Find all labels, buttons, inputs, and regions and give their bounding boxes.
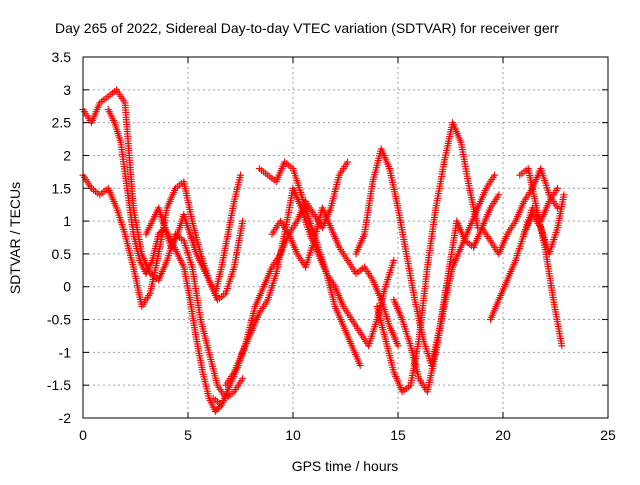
x-axis-label: GPS time / hours xyxy=(292,458,399,474)
data-point xyxy=(211,407,219,415)
y-axis-label: SDTVAR / TECUs xyxy=(7,182,23,294)
data-point xyxy=(560,191,568,199)
series-track-12 xyxy=(478,165,562,258)
y-tick-label: -1 xyxy=(59,344,72,360)
series-track-8 xyxy=(268,204,402,350)
x-tick-label: 20 xyxy=(495,427,511,443)
series-track-4 xyxy=(142,171,244,297)
y-tick-label: 3 xyxy=(63,82,71,98)
x-tick-label: 10 xyxy=(285,427,301,443)
y-tick-label: 1 xyxy=(63,213,71,229)
data-point xyxy=(239,217,247,225)
x-tick-label: 25 xyxy=(600,427,616,443)
y-tick-label: -1.5 xyxy=(47,377,71,393)
chart-title: Day 265 of 2022, Sidereal Day-to-day VTE… xyxy=(55,20,559,36)
x-tick-label: 15 xyxy=(390,427,406,443)
data-point xyxy=(237,171,244,179)
x-tick-label: 5 xyxy=(184,427,192,443)
y-tick-label: -0.5 xyxy=(47,312,71,328)
points-layer xyxy=(79,86,568,415)
y-tick-label: 0.5 xyxy=(52,246,72,262)
data-point xyxy=(156,229,164,237)
data-point xyxy=(390,256,398,264)
data-point xyxy=(491,171,499,179)
data-point xyxy=(495,191,503,199)
data-point xyxy=(214,404,222,412)
y-tick-label: 0 xyxy=(63,279,71,295)
data-point xyxy=(239,375,247,383)
series-track-2 xyxy=(79,171,247,310)
data-point xyxy=(554,184,562,192)
ticks-layer: 0 5 10 15 20 25 -2 -1.5 -1 -0.5 0 0.5 1 1.5 2 2.5 3 3.5 xyxy=(47,49,616,443)
series-track-11 xyxy=(390,171,499,396)
series-track-7 xyxy=(255,158,398,350)
x-tick-label: 0 xyxy=(79,427,87,443)
series-track-15 xyxy=(520,191,568,258)
data-point xyxy=(213,406,221,414)
data-point xyxy=(394,342,402,350)
data-point xyxy=(155,230,163,238)
y-tick-label: -2 xyxy=(59,410,72,426)
y-tick-label: 2.5 xyxy=(52,115,72,131)
y-tick-label: 2 xyxy=(63,147,71,163)
series-track-3 xyxy=(104,106,226,415)
data-point xyxy=(344,158,352,166)
data-point xyxy=(554,204,562,212)
data-point xyxy=(158,227,166,235)
y-tick-label: 1.5 xyxy=(52,180,72,196)
y-tick-label: 3.5 xyxy=(52,49,72,65)
data-point xyxy=(356,361,364,369)
plot-frame xyxy=(82,56,609,419)
data-point xyxy=(558,342,566,350)
series-track-13 xyxy=(486,184,562,324)
series-track-6 xyxy=(222,184,364,389)
grid-layer xyxy=(83,57,608,418)
